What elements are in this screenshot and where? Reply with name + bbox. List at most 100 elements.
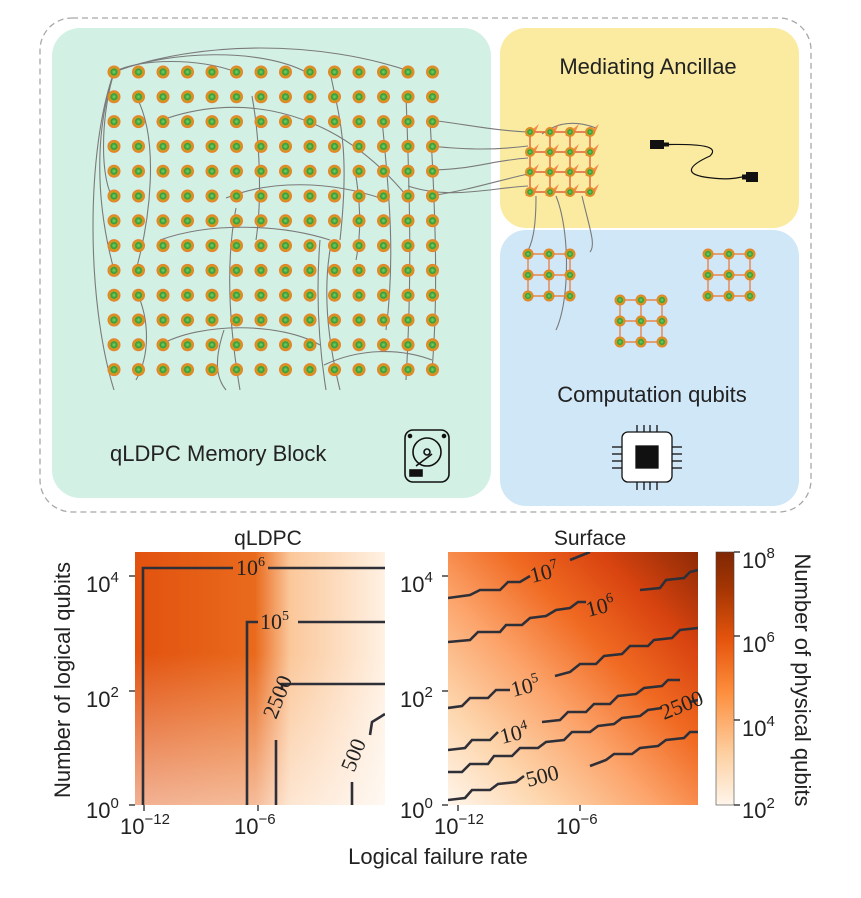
memory-qubit xyxy=(156,214,170,228)
memory-qubit xyxy=(181,164,194,178)
memory-qubit xyxy=(377,239,390,253)
memory-qubit xyxy=(254,214,268,228)
qldpc-xtick-1e-12: 10−12 xyxy=(120,811,170,839)
surface-contours xyxy=(448,552,698,802)
memory-qubit xyxy=(156,313,170,327)
memory-qubit xyxy=(377,363,390,377)
qldpc-ytick-1e0: 100 xyxy=(86,795,119,823)
memory-qubit xyxy=(401,139,415,153)
memory-qubit xyxy=(254,115,268,129)
memory-qubit xyxy=(107,65,121,79)
surface-xtick-1e-12: 10−12 xyxy=(434,811,484,839)
colorbar-tick-1e6: 106 xyxy=(742,629,775,657)
ancilla-qubit xyxy=(545,147,555,157)
memory-qubit xyxy=(279,90,292,104)
memory-qubit xyxy=(132,363,145,377)
memory-qubit xyxy=(181,313,194,327)
memory-qubit xyxy=(303,239,317,253)
cpu-chip-icon xyxy=(612,425,682,490)
memory-qubit xyxy=(279,139,292,153)
cable-icon xyxy=(650,140,758,182)
memory-qubit xyxy=(279,115,292,129)
surface-contour-500 xyxy=(448,730,698,802)
memory-qubit xyxy=(377,214,390,228)
memory-qubit xyxy=(377,313,390,327)
memory-qubit xyxy=(328,115,341,129)
memory-block-label: qLDPC Memory Block xyxy=(110,441,327,466)
memory-qubit xyxy=(303,288,317,302)
chart-qldpc: 106 105 2500 500 qLDPC xyxy=(135,527,385,805)
memory-qubit xyxy=(181,65,194,79)
memory-qubit xyxy=(303,164,317,178)
memory-qubit xyxy=(132,239,145,253)
computation-qubit xyxy=(744,248,756,260)
memory-qubit xyxy=(279,164,292,178)
memory-qubit xyxy=(230,239,243,253)
qldpc-contour-label-1e6: 106 xyxy=(236,555,265,580)
ancilla-qubit xyxy=(585,127,595,137)
memory-qubit xyxy=(377,189,390,203)
qldpc-contours xyxy=(141,566,385,805)
memory-qubit xyxy=(328,139,341,153)
memory-qubit xyxy=(107,263,121,277)
memory-qubit xyxy=(303,189,317,203)
memory-qubit xyxy=(132,65,145,79)
memory-qubit xyxy=(107,115,121,129)
memory-qubit xyxy=(279,288,292,302)
memory-qubit xyxy=(205,313,219,327)
computation-qubit xyxy=(702,248,714,260)
computation-qubit xyxy=(656,294,668,306)
memory-qubit xyxy=(352,338,366,352)
top-panel-border xyxy=(39,17,812,513)
memory-qubit xyxy=(352,239,366,253)
memory-qubit xyxy=(205,189,219,203)
memory-qubit xyxy=(352,214,366,228)
computation-qubit xyxy=(635,336,647,348)
memory-qubit xyxy=(328,164,341,178)
memory-qubit xyxy=(426,239,439,253)
memory-qubit xyxy=(132,338,145,352)
ancilla-qubit xyxy=(565,167,575,177)
memory-qubit xyxy=(303,214,317,228)
memory-qubit xyxy=(132,139,145,153)
memory-qubit xyxy=(107,363,121,377)
memory-qubit xyxy=(254,164,268,178)
ancilla-qubit xyxy=(585,147,595,157)
ancilla-qubit xyxy=(565,127,575,137)
memory-qubit xyxy=(426,90,439,104)
ancilla-qubit xyxy=(565,147,575,157)
memory-qubit xyxy=(401,164,415,178)
ancilla-qubit xyxy=(565,187,575,197)
memory-qubit xyxy=(279,65,292,79)
memory-qubit xyxy=(377,288,390,302)
memory-qubit xyxy=(156,288,170,302)
memory-qubit xyxy=(156,239,170,253)
memory-qubit xyxy=(181,338,194,352)
cross-connections xyxy=(407,119,597,331)
hard-drive-icon xyxy=(404,429,450,483)
computation-qubit xyxy=(723,269,735,281)
memory-qubit xyxy=(181,90,194,104)
qldpc-axes xyxy=(129,575,259,811)
ancilla-qubit xyxy=(525,147,535,157)
memory-qubit xyxy=(401,239,415,253)
memory-qubit xyxy=(107,313,121,327)
surface-contour-1e7 xyxy=(448,552,591,600)
memory-qubit xyxy=(230,65,243,79)
memory-qubit xyxy=(279,363,292,377)
colorbar-tick-1e8: 108 xyxy=(742,545,775,573)
memory-qubit xyxy=(156,338,170,352)
computation-label: Computation qubits xyxy=(557,382,747,407)
memory-qubit xyxy=(132,214,145,228)
memory-qubit xyxy=(279,313,292,327)
memory-qubit xyxy=(107,338,121,352)
memory-qubit xyxy=(401,65,415,79)
memory-qubit xyxy=(377,115,390,129)
computation-qubit xyxy=(635,315,647,327)
memory-qubit xyxy=(352,189,366,203)
memory-qubit xyxy=(328,288,341,302)
computation-qubit xyxy=(702,269,714,281)
memory-qubit xyxy=(230,214,243,228)
surface-ytick-1e0: 100 xyxy=(400,795,433,823)
ancilla-label: Mediating Ancillae xyxy=(559,54,736,79)
